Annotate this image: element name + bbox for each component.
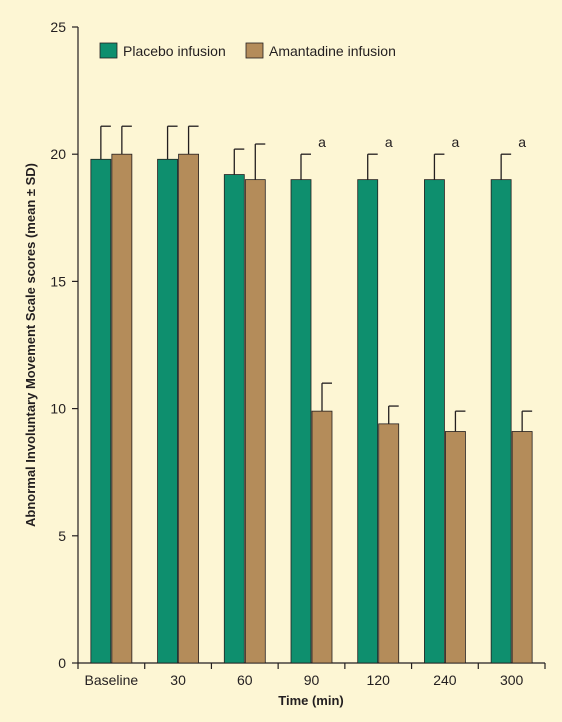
error-bars [100, 125, 533, 432]
x-tick-label: 300 [500, 672, 524, 688]
bar-placebo [157, 158, 178, 664]
y-tick-label: 5 [58, 528, 66, 544]
bar-placebo [490, 179, 512, 664]
x-tick-label: 30 [170, 672, 186, 688]
x-tick-label: 240 [433, 672, 457, 688]
bar-placebo [357, 179, 379, 664]
y-tick-label: 20 [50, 146, 66, 162]
bar-placebo [424, 179, 445, 664]
legend-swatch-placebo [99, 42, 118, 59]
bar-amantadine [311, 410, 333, 664]
bar-placebo [290, 179, 312, 664]
bar-amantadine [178, 153, 199, 664]
significance-label: a [452, 134, 460, 150]
y-tick-label: 15 [50, 273, 66, 289]
bar-amantadine [445, 431, 466, 664]
x-tick-label: 120 [367, 672, 391, 688]
legend-swatch-amantadine [245, 42, 264, 59]
x-ticks: Baseline 30 60 90 120 240 300 [77, 663, 546, 688]
y-tick-label: 0 [58, 655, 66, 671]
x-tick-label: 60 [237, 672, 253, 688]
y-tick-label: 10 [50, 401, 66, 417]
legend: Placebo infusion Amantadine infusion [99, 42, 396, 59]
y-axis-title: Abnormal Involuntary Movement Scale scor… [23, 163, 38, 527]
bar-placebo [223, 174, 245, 664]
significance-label: a [518, 134, 526, 150]
significance-label: a [385, 134, 393, 150]
bar-amantadine [244, 179, 266, 664]
significance-label: a [318, 134, 326, 150]
x-tick-label: Baseline [85, 672, 139, 688]
legend-label-placebo: Placebo infusion [123, 43, 226, 59]
bar-placebo [90, 158, 112, 664]
x-axis-title: Time (min) [278, 693, 344, 708]
bars [90, 153, 533, 664]
bar-amantadine [111, 153, 133, 664]
axes [77, 27, 545, 664]
bar-amantadine [511, 431, 533, 664]
x-tick-label: 90 [304, 672, 320, 688]
y-tick-label: 25 [50, 19, 66, 35]
legend-label-amantadine: Amantadine infusion [269, 43, 396, 59]
y-ticks: 0 5 10 15 20 25 [50, 19, 78, 671]
bar-amantadine [378, 423, 400, 664]
